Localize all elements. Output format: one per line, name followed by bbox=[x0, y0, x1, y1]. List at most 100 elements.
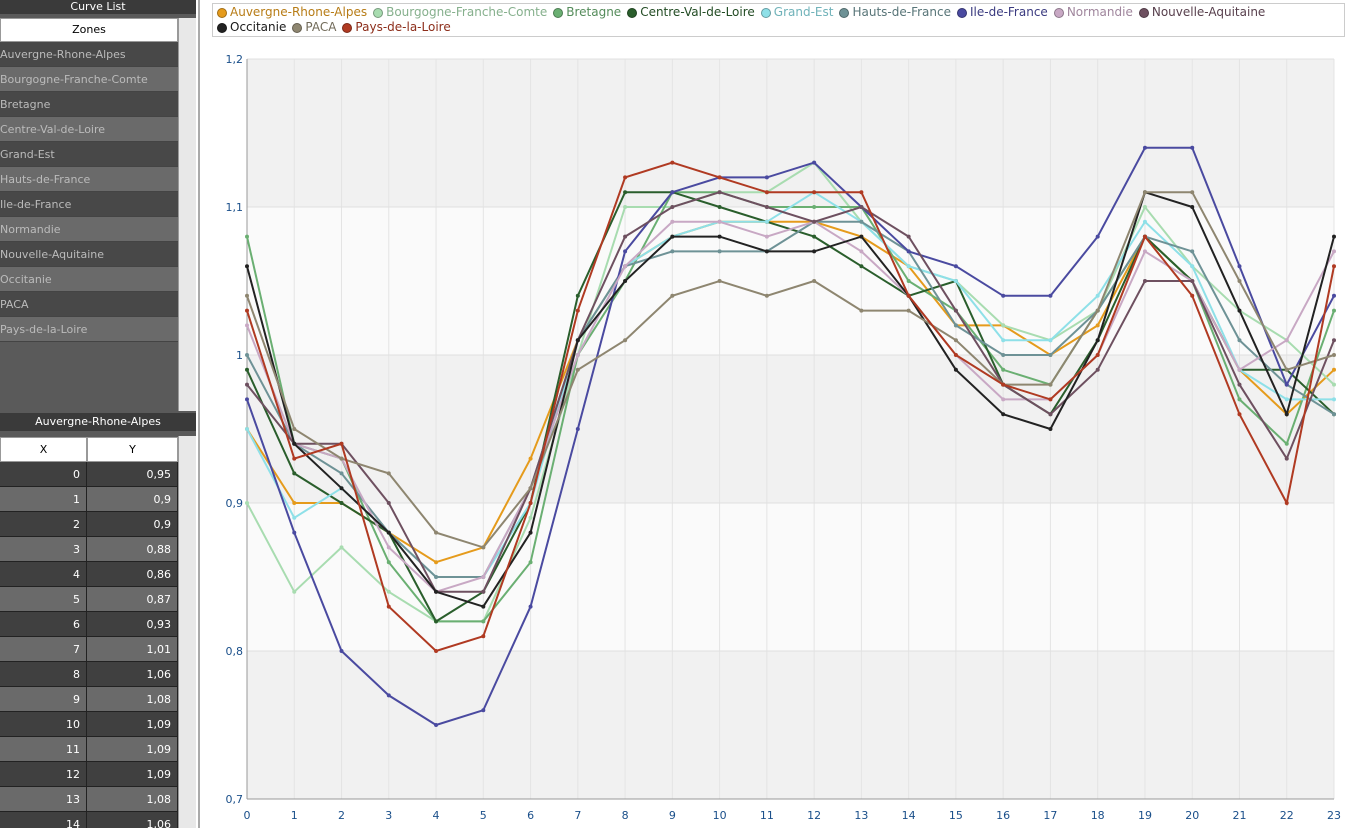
zone-item[interactable]: Pays-de-la-Loire bbox=[0, 317, 178, 342]
data-point bbox=[434, 649, 439, 653]
data-point bbox=[1095, 353, 1100, 357]
data-point bbox=[623, 264, 628, 269]
legend-marker bbox=[217, 7, 227, 18]
data-point bbox=[481, 545, 486, 550]
x-cell: 8 bbox=[0, 662, 87, 687]
data-point bbox=[1284, 382, 1289, 387]
legend-item[interactable]: Centre-Val-de-Loire bbox=[627, 5, 755, 20]
legend-item[interactable]: Normandie bbox=[1053, 5, 1133, 20]
data-point bbox=[245, 501, 249, 505]
zone-item[interactable]: Ile-de-France bbox=[0, 192, 178, 217]
zone-item[interactable]: Centre-Val-de-Loire bbox=[0, 117, 178, 142]
legend-marker bbox=[1138, 7, 1149, 18]
data-point bbox=[623, 338, 628, 343]
zone-item[interactable]: Bourgogne-Franche-Comte bbox=[0, 67, 178, 92]
x-tick-label: 18 bbox=[1091, 809, 1105, 822]
zone-item[interactable]: Normandie bbox=[0, 217, 178, 242]
data-point bbox=[386, 604, 391, 609]
data-point bbox=[1095, 293, 1100, 298]
data-point bbox=[245, 323, 249, 328]
column-header[interactable]: X bbox=[0, 437, 87, 462]
data-point bbox=[717, 205, 722, 209]
data-point bbox=[812, 279, 817, 283]
grid-band bbox=[247, 355, 1334, 503]
legend-item[interactable]: Bourgogne-Franche-Comte bbox=[373, 5, 547, 20]
data-point bbox=[1048, 338, 1053, 343]
data-point bbox=[1142, 190, 1147, 195]
series-line bbox=[246, 191, 1335, 593]
data-point bbox=[1142, 279, 1147, 283]
legend-item[interactable]: Nouvelle-Aquitaine bbox=[1138, 5, 1265, 20]
data-point bbox=[339, 471, 344, 476]
data-point bbox=[1284, 338, 1289, 343]
legend-item[interactable]: Occitanie bbox=[217, 20, 286, 35]
zone-item[interactable]: Bretagne bbox=[0, 92, 178, 117]
scrollbar[interactable] bbox=[178, 18, 196, 411]
zone-item[interactable]: Grand-Est bbox=[0, 142, 178, 167]
data-point bbox=[1001, 382, 1006, 387]
data-point bbox=[339, 456, 344, 461]
column-header[interactable]: Y bbox=[87, 437, 178, 462]
y-cell: 0,87 bbox=[87, 587, 178, 612]
data-point bbox=[953, 338, 958, 343]
data-point bbox=[812, 190, 817, 195]
data-point bbox=[292, 441, 297, 446]
data-point bbox=[481, 634, 486, 639]
x-cell: 14 bbox=[0, 812, 87, 828]
data-point bbox=[575, 353, 580, 357]
legend-item[interactable]: Hauts-de-France bbox=[839, 5, 951, 20]
zone-item[interactable]: Nouvelle-Aquitaine bbox=[0, 242, 178, 267]
data-point bbox=[339, 501, 344, 505]
x-tick-label: 11 bbox=[760, 809, 774, 822]
legend-marker bbox=[342, 22, 353, 33]
splitter[interactable] bbox=[198, 0, 200, 828]
zone-item[interactable]: Occitanie bbox=[0, 267, 178, 292]
data-point bbox=[386, 530, 391, 535]
data-point bbox=[434, 619, 439, 624]
data-point bbox=[528, 530, 533, 535]
data-point bbox=[1237, 367, 1242, 372]
zone-item[interactable]: PACA bbox=[0, 292, 178, 317]
data-point bbox=[670, 190, 675, 195]
zone-item[interactable]: Hauts-de-France bbox=[0, 167, 178, 192]
legend-item[interactable]: Auvergne-Rhone-Alpes bbox=[217, 5, 367, 20]
data-point bbox=[1284, 338, 1289, 343]
legend-label: Auvergne-Rhone-Alpes bbox=[230, 5, 368, 19]
data-point bbox=[1332, 367, 1336, 372]
data-point bbox=[1190, 293, 1195, 298]
legend-item[interactable]: PACA bbox=[292, 20, 336, 35]
data-point bbox=[953, 367, 958, 372]
zone-item[interactable]: Auvergne-Rhone-Alpes bbox=[0, 42, 178, 67]
data-point bbox=[292, 471, 297, 476]
list-header[interactable]: Zones bbox=[0, 18, 178, 42]
scrollbar[interactable] bbox=[178, 436, 196, 828]
data-point bbox=[717, 190, 722, 195]
data-point bbox=[1001, 293, 1006, 298]
data-point bbox=[292, 589, 297, 594]
data-point bbox=[953, 353, 958, 357]
legend-item[interactable]: Grand-Est bbox=[760, 5, 833, 20]
legend-marker bbox=[292, 22, 303, 33]
data-point bbox=[859, 249, 864, 254]
data-point bbox=[481, 604, 486, 609]
series-line bbox=[246, 191, 1335, 623]
data-point bbox=[481, 545, 486, 550]
data-point bbox=[481, 575, 486, 579]
legend-item[interactable]: Pays-de-la-Loire bbox=[342, 20, 451, 35]
data-point bbox=[812, 234, 817, 239]
legend-item[interactable]: Bretagne bbox=[553, 5, 621, 20]
legend-item[interactable]: Ile-de-France bbox=[956, 5, 1048, 20]
data-point bbox=[1048, 338, 1053, 343]
x-tick-label: 9 bbox=[669, 809, 676, 822]
legend-marker bbox=[627, 7, 638, 18]
series-line bbox=[246, 191, 1335, 549]
data-point bbox=[670, 234, 675, 239]
data-point bbox=[1284, 397, 1289, 402]
data-point bbox=[1190, 264, 1195, 269]
data-point bbox=[245, 353, 249, 357]
legend-marker bbox=[1053, 7, 1064, 18]
data-point bbox=[1142, 234, 1147, 239]
data-point bbox=[717, 219, 722, 224]
data-point bbox=[528, 501, 533, 505]
data-point bbox=[859, 308, 864, 313]
